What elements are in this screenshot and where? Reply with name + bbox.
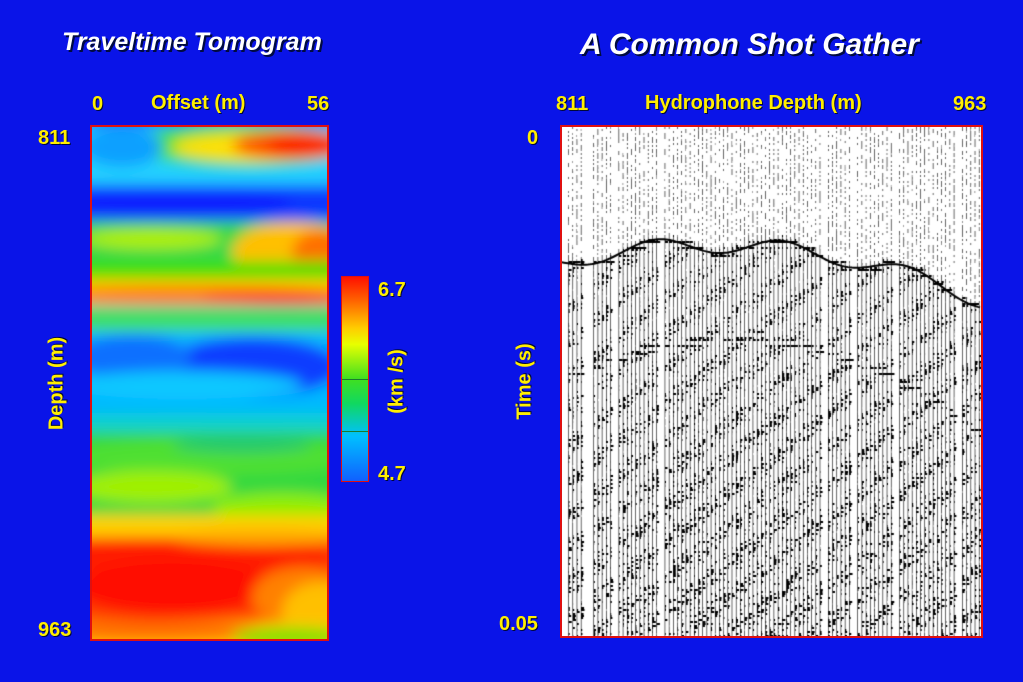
offset-axis-label: Offset (m) — [151, 92, 246, 114]
hydrophone-max-label: 963 — [953, 93, 987, 115]
seismic-traces — [562, 127, 981, 636]
hydrophone-min-label: 811 — [556, 93, 589, 115]
offset-max-label: 56 — [307, 93, 330, 115]
time-axis-label: Time (s) — [513, 343, 536, 420]
velocity-colorbar — [341, 276, 369, 482]
time-min-label: 0 — [527, 127, 539, 149]
colorbar-tick — [342, 379, 368, 380]
colorbar-unit-label: (km /s) — [385, 349, 408, 414]
time-max-label: 0.05 — [499, 613, 538, 635]
shot-gather-image — [560, 125, 983, 638]
depth-axis-label: Depth (m) — [45, 336, 68, 431]
shot-gather-title: A Common Shot Gather — [580, 28, 919, 61]
colorbar-tick — [342, 431, 368, 432]
tomogram-title: Traveltime Tomogram — [62, 28, 322, 56]
colorbar-min-label: 4.7 — [378, 463, 406, 485]
tomogram-image — [90, 125, 329, 641]
depth-max-label: 963 — [38, 619, 72, 641]
colorbar-max-label: 6.7 — [378, 279, 406, 301]
tomogram-velocity-field — [92, 127, 327, 639]
hydrophone-axis-label: Hydrophone Depth (m) — [645, 92, 862, 114]
depth-min-label: 811 — [38, 127, 71, 149]
offset-min-label: 0 — [92, 93, 104, 115]
